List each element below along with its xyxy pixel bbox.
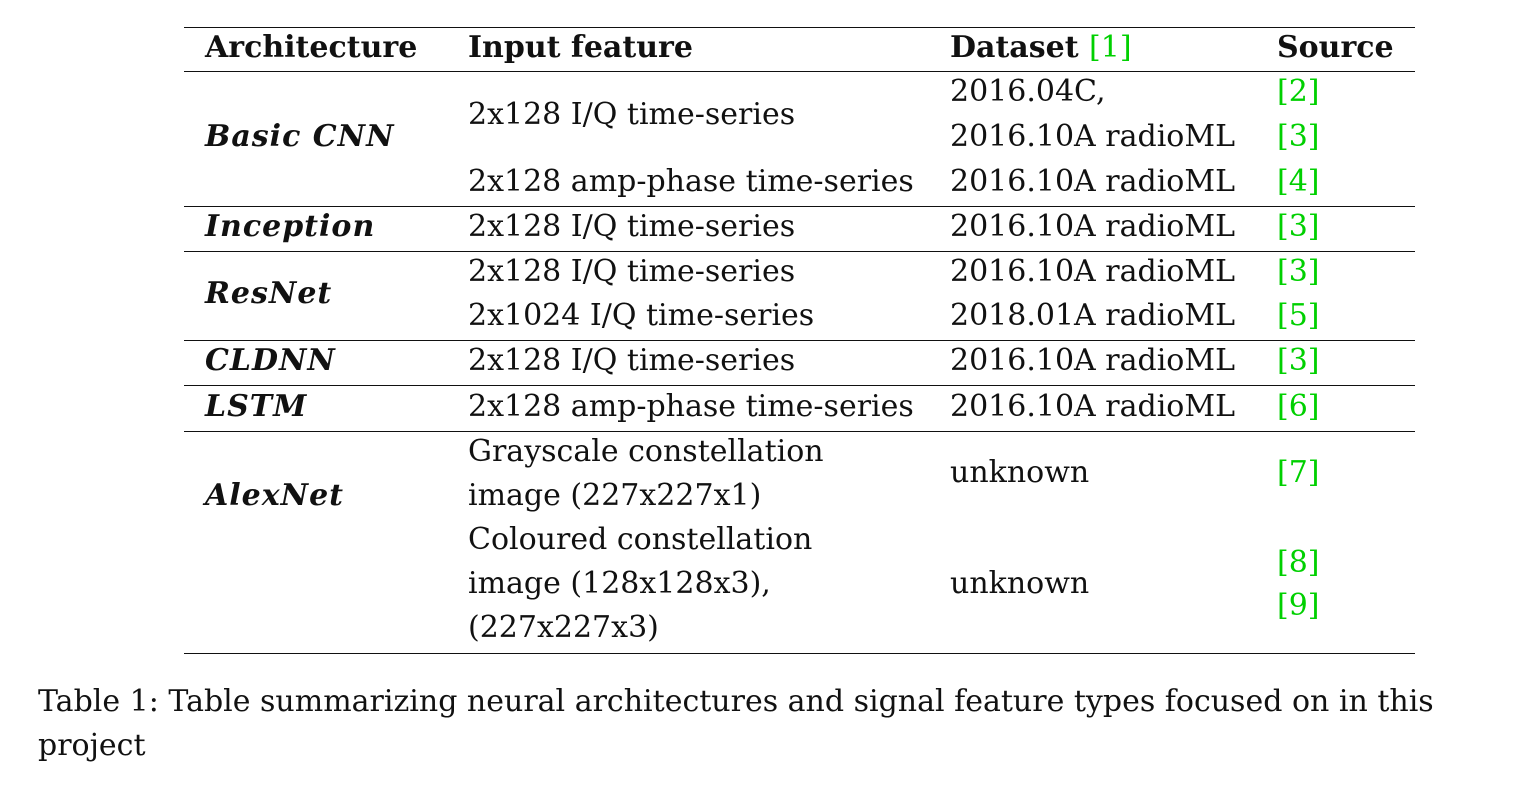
header-source: Source	[1277, 30, 1394, 65]
input-feature: 2x128 I/Q time-series	[468, 97, 796, 132]
row-divider	[184, 385, 1415, 386]
citation-link[interactable]: [6]	[1277, 389, 1320, 424]
input-feature: image (227x227x1)	[468, 478, 762, 513]
citation-link[interactable]: [4]	[1277, 164, 1320, 199]
citation-link[interactable]: [1]	[1089, 30, 1132, 65]
citation-link[interactable]: [3]	[1277, 209, 1320, 244]
input-feature: 2x128 I/Q time-series	[468, 209, 796, 244]
dataset: 2016.10A radioML	[950, 254, 1235, 289]
header-input-feature: Input feature	[468, 30, 693, 65]
architecture-basic-cnn: Basic CNN	[205, 119, 395, 154]
dataset: 2016.10A radioML	[950, 164, 1235, 199]
table-caption: Table 1: Table summarizing neural archit…	[38, 684, 1434, 763]
citation-link[interactable]: [7]	[1277, 455, 1320, 490]
dataset: 2016.10A radioML	[950, 209, 1235, 244]
architecture-cldnn: CLDNN	[205, 343, 336, 378]
row-divider	[184, 251, 1415, 252]
row-divider	[184, 340, 1415, 341]
citation-link[interactable]: [8]	[1277, 545, 1320, 580]
input-feature: 2x128 I/Q time-series	[468, 343, 796, 378]
input-feature: (227x227x3)	[468, 610, 659, 645]
input-feature: image (128x128x3),	[468, 566, 771, 601]
architecture-alexnet: AlexNet	[205, 478, 345, 513]
header-architecture: Architecture	[205, 30, 418, 65]
citation-link[interactable]: [3]	[1277, 343, 1320, 378]
architecture-lstm: LSTM	[205, 389, 308, 424]
header-dataset: Dataset [1]	[950, 26, 1132, 70]
table-top-rule	[184, 27, 1415, 28]
dataset: 2016.04C,	[950, 74, 1106, 109]
row-divider	[184, 431, 1415, 432]
dataset: unknown	[950, 566, 1090, 601]
input-feature: 2x128 amp-phase time-series	[468, 389, 914, 424]
header-dataset-label: Dataset	[950, 30, 1079, 65]
architecture-inception: Inception	[205, 209, 376, 244]
citation-link[interactable]: [3]	[1277, 119, 1320, 154]
input-feature: Grayscale constellation	[468, 434, 824, 469]
dataset: 2018.01A radioML	[950, 298, 1235, 333]
table-bottom-rule	[184, 653, 1415, 654]
row-divider	[184, 206, 1415, 207]
dataset: unknown	[950, 455, 1090, 490]
citation-link[interactable]: [5]	[1277, 298, 1320, 333]
citation-link[interactable]: [3]	[1277, 254, 1320, 289]
dataset: 2016.10A radioML	[950, 389, 1235, 424]
architecture-resnet: ResNet	[205, 276, 333, 311]
dataset: 2016.10A radioML	[950, 343, 1235, 378]
input-feature: 2x128 I/Q time-series	[468, 254, 796, 289]
citation-link[interactable]: [2]	[1277, 74, 1320, 109]
input-feature: 2x1024 I/Q time-series	[468, 298, 815, 333]
dataset: 2016.10A radioML	[950, 119, 1235, 154]
citation-link[interactable]: [9]	[1277, 588, 1320, 623]
input-feature: Coloured constellation	[468, 522, 813, 557]
table-header-rule	[184, 71, 1415, 72]
input-feature: 2x128 amp-phase time-series	[468, 164, 914, 199]
